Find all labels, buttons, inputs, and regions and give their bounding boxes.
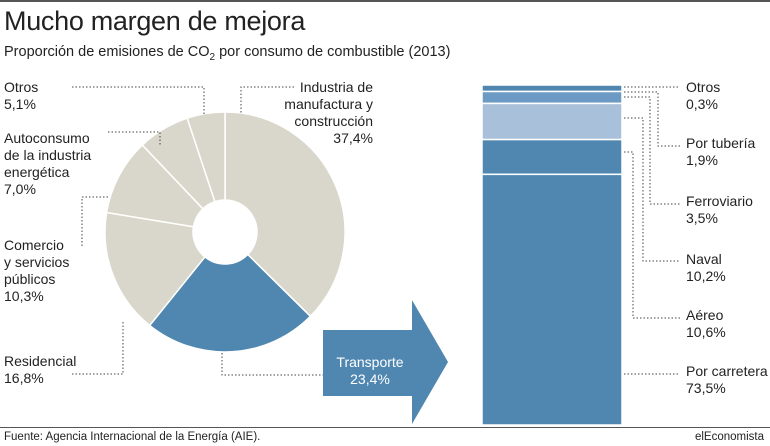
transport-arrow-value: 23,4% [350, 371, 390, 387]
label-aereo-value: 10,6% [686, 324, 726, 340]
label-otros-bar-value: 0,3% [686, 96, 718, 112]
label-industria-value: 37,4% [333, 130, 373, 146]
transport-arrow-label: Transporte 23,4% [330, 354, 410, 388]
leader-aereo [624, 151, 680, 319]
subtitle-prefix: Proporción de emisiones de CO [4, 44, 210, 60]
label-industria: Industria de manufactura y construcción … [270, 79, 373, 147]
label-aereo: Aéreo 10,6% [686, 307, 726, 341]
label-industria-line-1: Industria de [299, 79, 373, 95]
label-aereo-line-1: Aéreo [686, 307, 724, 323]
bar-segment-tuberia [481, 84, 623, 93]
bar-leader-lines [624, 91, 680, 375]
leader-naval [624, 117, 680, 262]
subtitle-subscript: 2 [209, 51, 216, 63]
donut-chart [104, 111, 346, 353]
leader-residencial [72, 320, 124, 375]
label-industria-line-2: manufactura y [284, 96, 373, 112]
label-autoconsumo-line-3: energética [4, 164, 70, 180]
leader-otros-pie [72, 86, 205, 115]
label-otros-pie: Otros 5,1% [4, 79, 38, 113]
donut-slice-industria [224, 111, 346, 318]
bottom-rule [0, 427, 770, 428]
label-residencial-line-1: Residencial [4, 353, 77, 369]
bar-segment-ferroviario [481, 90, 623, 105]
leader-ferroviario [624, 96, 680, 205]
label-industria-line-3: construcción [294, 113, 373, 129]
label-residencial-value: 16,8% [4, 370, 44, 386]
leader-comercio [81, 196, 110, 246]
leader-industria [240, 86, 294, 113]
leader-transporte [221, 353, 330, 376]
label-carretera-line-1: Por carretera [686, 363, 768, 379]
label-naval-line-1: Naval [686, 251, 722, 267]
label-comercio-line-3: públicos [4, 271, 56, 287]
bar-segment-aereo [481, 102, 623, 141]
donut-slice-otros [186, 111, 226, 203]
label-tuberia-line-1: Por tubería [686, 135, 756, 151]
leader-autoconsumo [108, 131, 161, 145]
label-carretera: Por carretera 73,5% [686, 363, 768, 397]
label-ferroviario: Ferroviario 3,5% [686, 193, 753, 227]
label-autoconsumo-line-1: Autoconsumo [4, 130, 90, 146]
label-autoconsumo-value: 7,0% [4, 181, 36, 197]
transport-arrow-name: Transporte [336, 354, 404, 370]
chart-subtitle: Proporción de emisiones de CO2 por consu… [4, 44, 450, 63]
stacked-bar-chart [481, 83, 623, 426]
label-otros-pie-line-1: Otros [4, 79, 39, 95]
transport-arrow [323, 300, 448, 424]
top-rule [0, 0, 770, 2]
label-otros-pie-value: 5,1% [4, 96, 36, 112]
label-tuberia-value: 1,9% [686, 152, 718, 168]
label-carretera-value: 73,5% [686, 380, 726, 396]
label-otros-bar-line-1: Otros [686, 79, 721, 95]
label-comercio-value: 10,3% [4, 288, 44, 304]
label-naval-value: 10,2% [686, 268, 726, 284]
source-note: Fuente: Agencia Internacional de la Ener… [4, 431, 261, 443]
label-ferroviario-line-1: Ferroviario [686, 193, 753, 209]
label-comercio-line-1: Comercio [4, 237, 64, 253]
label-tuberia: Por tubería 1,9% [686, 135, 755, 169]
subtitle-suffix: por consumo de combustible (2013) [215, 44, 451, 60]
chart-title: Mucho margen de mejora [4, 6, 306, 36]
label-residencial: Residencial 16,8% [4, 353, 76, 387]
label-autoconsumo: Autoconsumo de la industria energética 7… [4, 130, 91, 198]
bar-segment-carretera [481, 173, 623, 426]
label-otros-bar: Otros 0,3% [686, 79, 720, 113]
donut-slice-transporte [148, 253, 312, 353]
bar-segment-naval [481, 138, 623, 176]
donut-leader-lines [72, 86, 680, 376]
leader-tuberia [624, 91, 680, 147]
label-naval: Naval 10,2% [686, 251, 726, 285]
label-autoconsumo-line-2: de la industria [4, 147, 92, 163]
label-comercio: Comercio y servicios públicos 10,3% [4, 237, 69, 305]
donut-slice-residencial [104, 211, 206, 327]
label-ferroviario-value: 3,5% [686, 210, 718, 226]
label-comercio-line-2: y servicios [4, 254, 70, 270]
brand-logo-text: elEconomista [694, 431, 764, 443]
